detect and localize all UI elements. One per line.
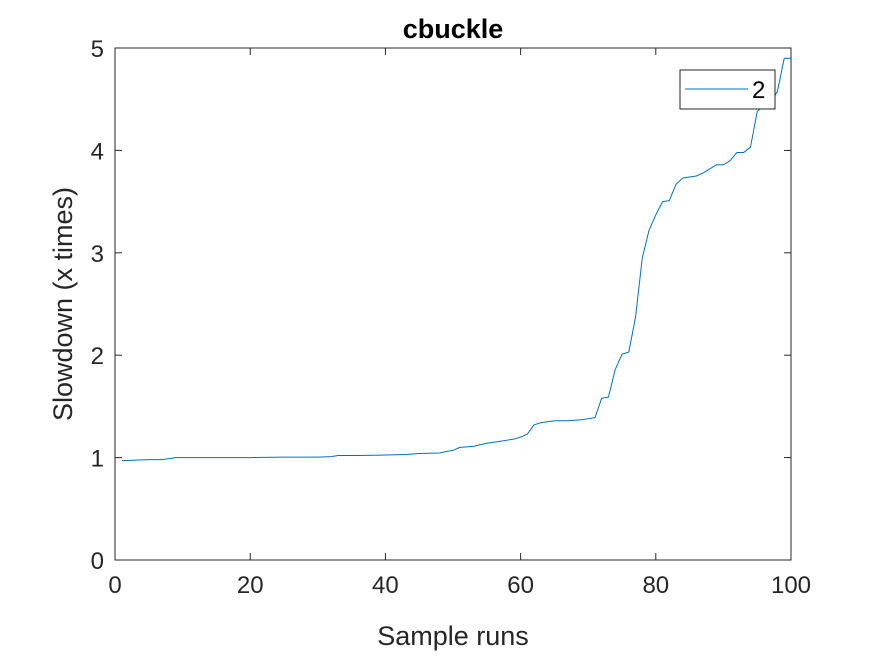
y-tick-label: 0	[91, 548, 104, 575]
x-tick-label: 60	[507, 572, 534, 599]
chart-title: cbuckle	[403, 14, 504, 44]
x-tick-label: 80	[642, 572, 669, 599]
x-tick-label: 20	[237, 572, 264, 599]
y-tick-label: 2	[91, 343, 104, 370]
legend-label: 2	[752, 77, 765, 104]
y-tick-label: 4	[91, 138, 104, 165]
series-line-2	[121, 57, 791, 462]
plot-area	[115, 48, 791, 560]
x-tick-label: 100	[771, 572, 811, 599]
y-tick-label: 1	[91, 446, 104, 473]
legend: 2	[679, 69, 776, 110]
y-axis-label: Slowdown (x times)	[48, 187, 78, 421]
series-layer	[121, 57, 791, 462]
x-axis-label: Sample runs	[377, 621, 529, 651]
x-tick-label: 40	[372, 572, 399, 599]
ticks-layer: 0 20 40 60 80 100 0 1 2 3 4 5	[91, 36, 811, 599]
axes-box	[114, 47, 792, 561]
x-tick-label: 0	[108, 572, 121, 599]
y-tick-label: 5	[91, 36, 104, 63]
y-tick-label: 3	[91, 241, 104, 268]
